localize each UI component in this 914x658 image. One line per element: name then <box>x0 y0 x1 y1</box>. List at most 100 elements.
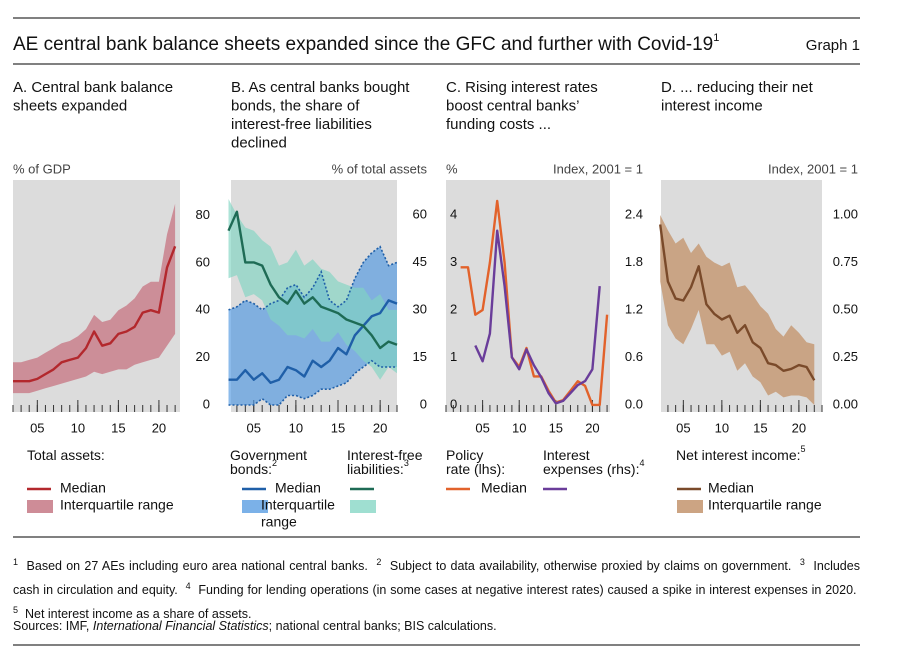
axis-unit: Index, 2001 = 1 <box>768 161 858 176</box>
footnotes: 1 Based on 27 AEs including euro area na… <box>13 552 860 624</box>
legend-label: Interquartile <box>261 497 335 513</box>
y-tick-label: 1.00 <box>833 206 858 221</box>
legend-group-text: expenses (rhs): <box>543 461 639 477</box>
panel-title: declined <box>231 134 287 151</box>
title-text: AE central bank balance sheets expanded … <box>13 34 713 55</box>
sources-text: Sources: IMF, <box>13 619 93 633</box>
x-tick-label: 10 <box>71 420 85 435</box>
legend-group-text: bonds: <box>230 461 272 477</box>
panel-title: interest income <box>661 97 763 114</box>
x-tick-label: 05 <box>30 420 44 435</box>
iqr-band <box>13 203 176 394</box>
median-line <box>474 229 601 405</box>
y-tick-label: 0.75 <box>833 254 858 269</box>
panel-title: funding costs ... <box>446 116 551 133</box>
y-tick-label: 45 <box>413 254 427 269</box>
footnote-text: Funding for lending operations (in some … <box>198 583 857 598</box>
panel-title: interest-free liabilities <box>231 116 372 133</box>
legend-group-note: 4 <box>639 458 644 468</box>
legend-group-note: 2 <box>272 458 277 468</box>
footnote-text: Net interest income as a share of assets… <box>24 607 252 622</box>
footnote-mark: 3 <box>799 557 805 567</box>
y2-tick-label: 0.0 <box>625 396 643 411</box>
x-tick-label: 20 <box>792 420 806 435</box>
legend-group-label: expenses (rhs):4 <box>543 458 645 476</box>
y-tick-label: 0.00 <box>833 396 858 411</box>
y-tick-label: 0.50 <box>833 301 858 316</box>
axis-unit: % of total assets <box>332 161 428 176</box>
x-tick-label: 05 <box>475 420 489 435</box>
panel-title: boost central banks’ <box>446 97 579 114</box>
footnote-mark: 4 <box>185 581 191 592</box>
legend-group-label: Interest-free <box>347 447 423 463</box>
y-tick-label: 20 <box>196 349 210 364</box>
panel-title: B. As central banks bought <box>231 79 410 96</box>
y-tick-label: 4 <box>450 207 457 222</box>
x-tick-label: 05 <box>676 420 690 435</box>
legend-group-note: 3 <box>404 458 409 468</box>
median-line <box>659 224 816 381</box>
panel-title: bonds, the share of <box>231 97 360 114</box>
iqr-bound <box>228 359 397 406</box>
axis-unit: % <box>446 161 458 176</box>
y-tick-label: 0 <box>203 396 210 411</box>
y2-tick-label: 0.6 <box>625 349 643 364</box>
median-line <box>228 299 398 384</box>
legend-group-text: Policy <box>446 447 483 463</box>
footnote-text: Subject to data availability, otherwise … <box>389 559 792 574</box>
legend-group-label: Government <box>230 447 307 463</box>
legend-group-text: Interest-free <box>347 447 423 463</box>
panel-title: A. Central bank balance <box>13 79 173 96</box>
legend-group-label: Total assets: <box>27 447 105 463</box>
axis-unit: % of GDP <box>13 161 71 176</box>
x-tick-label: 20 <box>152 420 166 435</box>
legend-swatch <box>242 500 268 513</box>
y-tick-label: 60 <box>413 206 427 221</box>
y-tick-label: 0.25 <box>833 349 858 364</box>
x-tick-label: 15 <box>111 420 125 435</box>
legend-swatch <box>27 500 53 513</box>
y-tick-label: 3 <box>450 254 457 269</box>
y-tick-label: 30 <box>413 301 427 316</box>
panel-title: D. ... reducing their net <box>661 79 814 96</box>
axis-unit: Index, 2001 = 1 <box>553 161 643 176</box>
legend-group-label: bonds:2 <box>230 458 277 476</box>
legend-group-text: Government <box>230 447 307 463</box>
x-tick-label: 10 <box>512 420 526 435</box>
iqr-bound <box>228 245 398 311</box>
sources-text: International Financial Statistics <box>92 619 269 633</box>
chart-title: AE central bank balance sheets expanded … <box>13 32 719 55</box>
legend-group-label: Policy <box>446 447 483 463</box>
legend-label: Median <box>708 480 754 496</box>
title-note: 1 <box>713 32 719 44</box>
footnote-mark: 1 <box>13 557 19 567</box>
legend-group-text: liabilities: <box>347 461 404 477</box>
legend-group-text: Interest <box>543 447 590 463</box>
y-tick-label: 40 <box>196 302 210 317</box>
legend-group-label: rate (lhs): <box>446 461 505 477</box>
footnote-text: Includes cash in circulation and equity. <box>13 559 860 598</box>
x-tick-label: 10 <box>289 420 303 435</box>
sources-text: ; national central banks; BIS calculatio… <box>268 619 497 633</box>
y-tick-label: 1 <box>450 349 457 364</box>
y-tick-label: 0 <box>420 396 427 411</box>
footnote-mark: 2 <box>376 557 382 567</box>
legend-label: Median <box>275 480 321 496</box>
legend-label: Interquartile range <box>60 497 174 513</box>
legend-swatch <box>677 500 703 513</box>
legend-group-text: Net interest income: <box>676 447 801 463</box>
y2-tick-label: 1.2 <box>625 301 643 316</box>
x-tick-label: 20 <box>373 420 387 435</box>
plot-area <box>446 180 610 412</box>
footnote-mark: 5 <box>13 605 19 616</box>
graph-label: Graph 1 <box>806 37 860 54</box>
y-tick-label: 60 <box>196 254 210 269</box>
y2-tick-label: 2.4 <box>625 206 643 221</box>
legend-group-label: Net interest income:5 <box>676 444 806 462</box>
x-tick-label: 05 <box>247 420 261 435</box>
y-tick-label: 15 <box>413 349 427 364</box>
sources: Sources: IMF, International Financial St… <box>13 619 497 633</box>
legend-label: Interquartile range <box>708 497 822 513</box>
